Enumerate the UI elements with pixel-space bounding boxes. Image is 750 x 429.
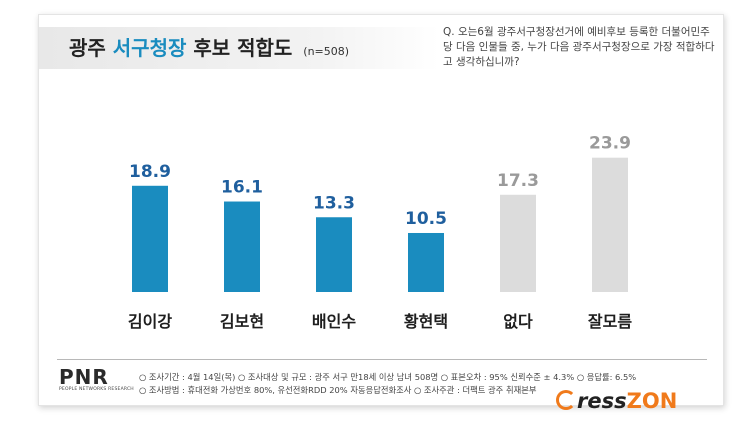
bar-5 — [500, 194, 536, 292]
category-label-6: 잘모름 — [588, 312, 632, 331]
value-label-5: 17.3 — [497, 171, 539, 191]
title-prefix: 광주 — [69, 36, 106, 60]
logo-text: PNR — [59, 365, 109, 389]
category-label-5: 없다 — [503, 312, 533, 331]
title-suffix: 후보 적합도 — [193, 36, 293, 60]
value-label-1: 18.9 — [129, 162, 171, 182]
value-label-3: 13.3 — [313, 193, 355, 213]
logo-subtitle: PEOPLE NETWORKS RESEARCH — [59, 387, 134, 392]
survey-question: Q. 오는6월 광주서구청장선거에 예비후보 등록한 더불어민주당 다음 인물들… — [443, 26, 715, 68]
presszon-watermark: ressZON — [556, 389, 677, 413]
bar-4 — [408, 232, 444, 292]
watermark-zon: ZON — [626, 389, 678, 413]
category-label-1: 김이강 — [128, 312, 172, 331]
value-label-2: 16.1 — [221, 178, 263, 198]
value-label-4: 10.5 — [405, 209, 447, 229]
pnr-logo: PNR PEOPLE NETWORKS RESEARCH — [59, 367, 134, 392]
watermark-ring-icon — [556, 390, 576, 410]
survey-meta-line-1: ○ 조사기간 : 4월 14일(목) ○ 조사대상 및 규모 : 광주 서구 만… — [139, 372, 637, 382]
bar-chart: 18.9 김이강 16.1 김보현 13.3 배인수 10.5 황현택 17.3 없다 23.9 잘모… — [128, 134, 632, 331]
watermark-press: ress — [577, 389, 627, 413]
footer: PNR PEOPLE NETWORKS RESEARCH ○ 조사기간 : 4월… — [39, 353, 723, 403]
title-bar: 광주 서구청장 후보 적합도 (n=508) — [39, 27, 439, 69]
chart-card: 광주 서구청장 후보 적합도 (n=508) Q. 오는6월 광주서구청장선거에… — [38, 14, 724, 406]
title-accent: 서구청장 — [112, 36, 187, 60]
bar-2 — [224, 201, 260, 292]
category-label-2: 김보현 — [220, 312, 264, 331]
footer-divider — [57, 359, 707, 360]
sample-size: (n=508) — [303, 45, 350, 58]
value-label-6: 23.9 — [589, 134, 631, 154]
bar-1 — [132, 185, 168, 292]
category-label-3: 배인수 — [312, 312, 356, 331]
category-label-4: 황현택 — [404, 312, 448, 331]
survey-meta-line-2: ○ 조사방법 : 휴대전화 가상번호 80%, 유선전화RDD 20% 자동응답… — [139, 385, 537, 395]
page-title: 광주 서구청장 후보 적합도 (n=508) — [69, 27, 349, 69]
bar-3 — [316, 217, 352, 292]
bar-6 — [592, 157, 628, 292]
